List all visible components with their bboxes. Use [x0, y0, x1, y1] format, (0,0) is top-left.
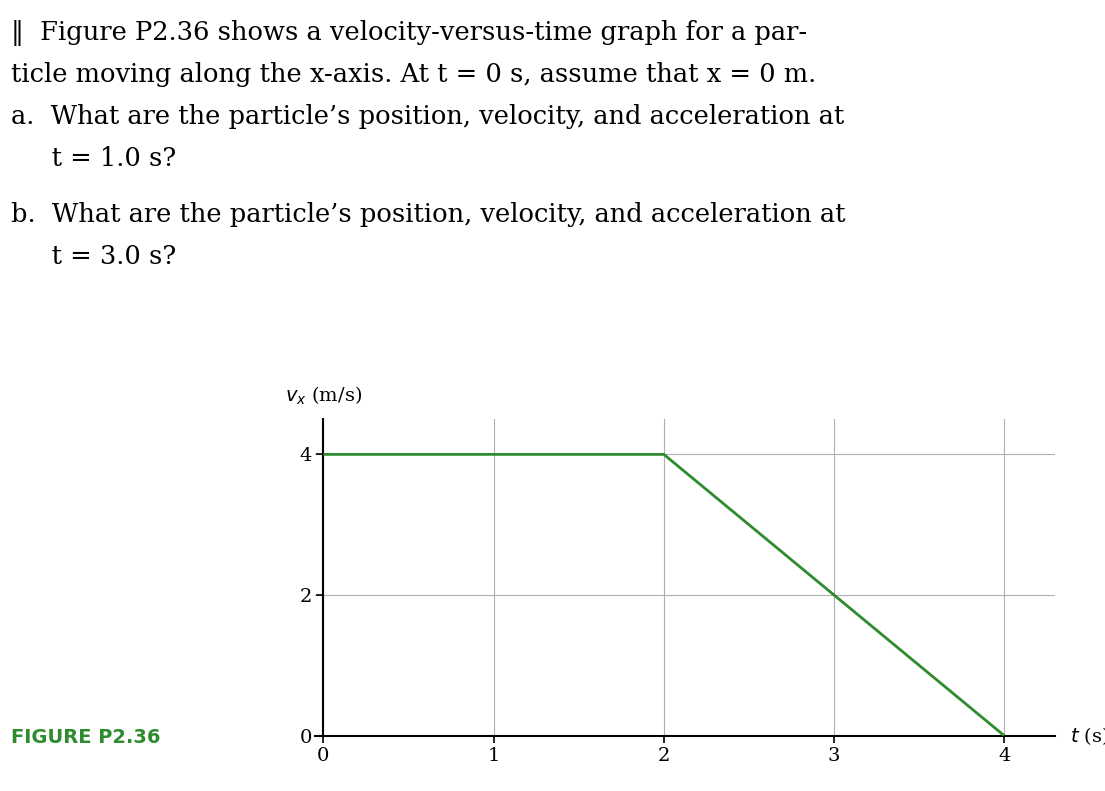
- Text: a.  What are the particle’s position, velocity, and acceleration at: a. What are the particle’s position, vel…: [11, 104, 844, 129]
- Text: ticle moving along the x-axis. At t = 0 s, assume that x = 0 m.: ticle moving along the x-axis. At t = 0 …: [11, 62, 817, 87]
- Text: b.  What are the particle’s position, velocity, and acceleration at: b. What are the particle’s position, vel…: [11, 202, 845, 227]
- Text: t = 3.0 s?: t = 3.0 s?: [11, 244, 177, 269]
- Text: t = 1.0 s?: t = 1.0 s?: [11, 146, 177, 171]
- Text: $t$ (s): $t$ (s): [1070, 725, 1105, 747]
- Text: FIGURE P2.36: FIGURE P2.36: [11, 729, 160, 747]
- Text: ‖  Figure P2.36 shows a velocity-versus-time graph for a par-: ‖ Figure P2.36 shows a velocity-versus-t…: [11, 20, 807, 46]
- Text: $v_x$ (m/s): $v_x$ (m/s): [285, 384, 362, 407]
